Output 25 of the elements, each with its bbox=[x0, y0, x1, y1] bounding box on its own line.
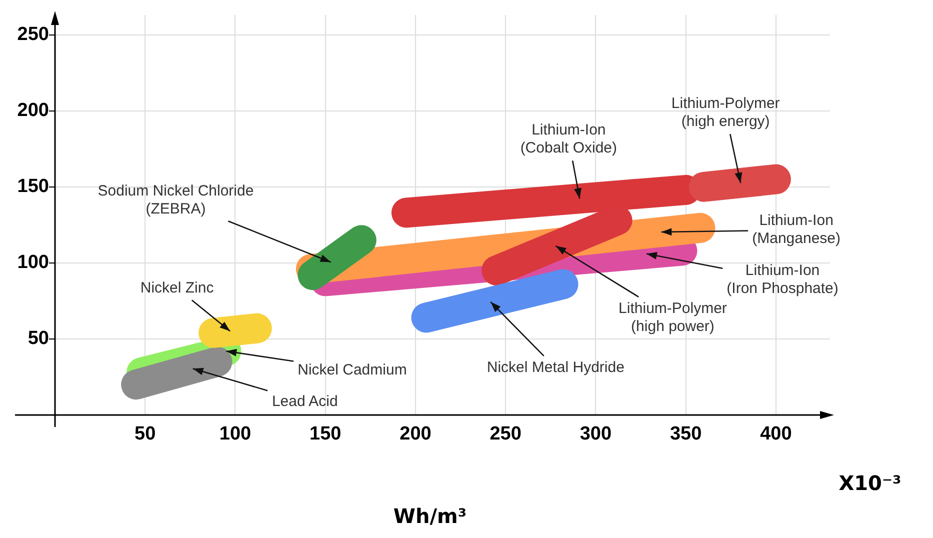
x-tick-label: 50 bbox=[134, 424, 156, 445]
text: Lithium-Ion (Manganese) bbox=[752, 212, 840, 248]
text: Nickel Cadmium bbox=[298, 361, 407, 378]
text: Lithium-Polymer (high power) bbox=[618, 300, 727, 336]
text: Nickel Metal Hydride bbox=[486, 359, 624, 376]
x-tick-label: 100 bbox=[219, 424, 252, 445]
text: Lead Acid bbox=[272, 392, 338, 410]
text: Nickel Zinc bbox=[140, 279, 214, 296]
x-axis-title: Wh/m³ bbox=[393, 504, 467, 528]
text: X10⁻³ bbox=[838, 471, 902, 496]
y-tick-label: 100 bbox=[17, 252, 49, 274]
x-tick-label: 300 bbox=[580, 424, 612, 445]
text: Lithium-Ion (Iron Phosphate) bbox=[726, 262, 838, 297]
x-tick-label: 250 bbox=[490, 424, 522, 445]
y-tick-label: 200 bbox=[17, 100, 49, 122]
text: Sodium Nickel Chloride (ZEBRA) bbox=[98, 182, 254, 218]
x-tick-label: 350 bbox=[670, 424, 702, 445]
y-tick-label: 50 bbox=[28, 328, 49, 350]
x-tick-label: 150 bbox=[309, 424, 342, 445]
x-tick-label: 400 bbox=[760, 424, 792, 445]
y-tick-label: 250 bbox=[17, 24, 49, 46]
x-tick-label: 200 bbox=[400, 424, 432, 445]
text: Lithium-Ion (Cobalt Oxide) bbox=[520, 122, 618, 157]
y-tick-label: 150 bbox=[17, 176, 49, 198]
text: Lithium-Polymer (high energy) bbox=[671, 95, 780, 130]
